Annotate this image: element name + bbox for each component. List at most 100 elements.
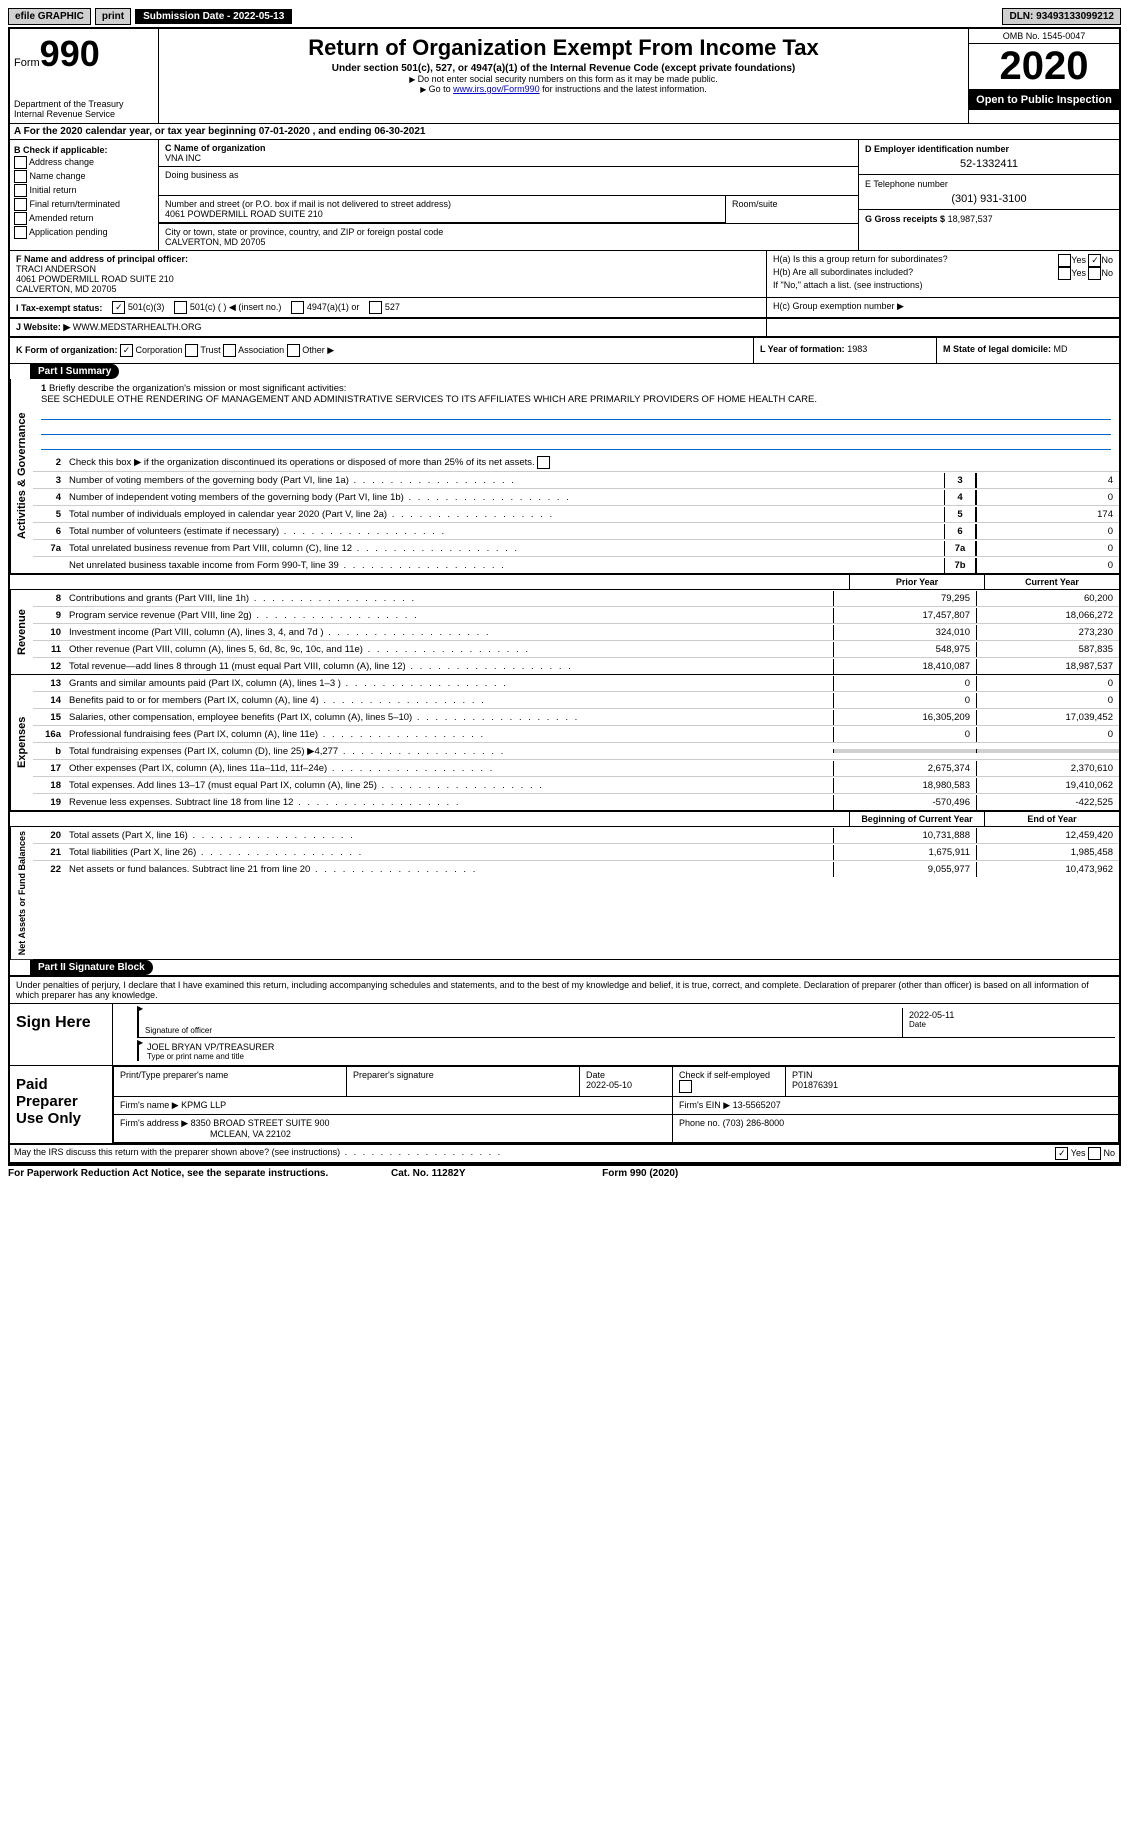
footer-mid: Cat. No. 11282Y [328,1168,528,1179]
prep-date-value: 2022-05-10 [586,1080,632,1090]
lbl-assoc: Association [238,345,284,355]
paid-preparer-label: Paid Preparer Use Only [10,1066,113,1143]
line-item: 8Contributions and grants (Part VIII, li… [33,590,1119,607]
cb-initial-return[interactable] [14,184,27,197]
part1-header-row: Part I Summary [10,364,1119,379]
prep-date-label: Date [586,1070,605,1080]
lbl-trust: Trust [200,345,220,355]
firm-phone-value: (703) 286-8000 [723,1118,785,1128]
form-header: Form990 Department of the Treasury Inter… [10,29,1119,124]
year-formation-label: L Year of formation: [760,344,845,354]
street-value: 4061 POWDERMILL ROAD SUITE 210 [165,209,719,219]
dept-treasury: Department of the Treasury [14,99,154,109]
line-item: 10Investment income (Part VIII, column (… [33,624,1119,641]
activities-label: Activities & Governance [10,379,33,573]
cb-4947[interactable] [291,301,304,314]
line-item: 19Revenue less expenses. Subtract line 1… [33,794,1119,810]
state-domicile-label: M State of legal domicile: [943,344,1051,354]
hb-label: H(b) Are all subordinates included? [773,267,913,280]
cb-discuss-no[interactable] [1088,1147,1101,1160]
mission-line [41,435,1111,450]
line-item: 13Grants and similar amounts paid (Part … [33,675,1119,692]
form-id-cell: Form990 Department of the Treasury Inter… [10,29,159,123]
sig-date-value: 2022-05-11 [909,1010,1109,1020]
cb-ha-no[interactable] [1088,254,1101,267]
row-ij: I Tax-exempt status: 501(c)(3) 501(c) ( … [10,298,1119,319]
officer-typed-name: JOEL BRYAN VP/TREASURER [147,1042,1115,1052]
firm-addr1: 8350 BROAD STREET SUITE 900 [191,1118,330,1128]
city-value: CALVERTON, MD 20705 [165,237,852,247]
part1-header: Part I Summary [30,364,119,379]
cb-discuss-yes[interactable] [1055,1147,1068,1160]
cb-trust[interactable] [185,344,198,357]
line-item: 12Total revenue—add lines 8 through 11 (… [33,658,1119,674]
section-bcd: B Check if applicable: Address change Na… [10,140,1119,251]
cb-501c[interactable] [174,301,187,314]
cb-final-return[interactable] [14,198,27,211]
beg-year-header: Beginning of Current Year [849,812,984,826]
omb-number: OMB No. 1545-0047 [969,29,1119,44]
line-item: 15Salaries, other compensation, employee… [33,709,1119,726]
firm-addr2: MCLEAN, VA 22102 [210,1129,291,1139]
cb-line2[interactable] [537,456,550,469]
cb-address-change[interactable] [14,156,27,169]
revenue-header: Prior Year Current Year [10,574,1119,590]
revenue-label: Revenue [10,590,33,674]
lbl-address-change: Address change [29,157,94,167]
cb-app-pending[interactable] [14,226,27,239]
lbl-other: Other ▶ [302,345,334,355]
footer-left: For Paperwork Reduction Act Notice, see … [8,1168,328,1179]
gross-receipts-value: 18,987,537 [948,214,993,224]
row-j: J Website: ▶ WWW.MEDSTARHEALTH.ORG [10,319,1119,338]
netassets-label: Net Assets or Fund Balances [10,827,33,959]
hb-note: If "No," attach a list. (see instruction… [773,280,1113,290]
cb-amended-return[interactable] [14,212,27,225]
part1-revenue: Revenue 8Contributions and grants (Part … [10,590,1119,675]
website-value: WWW.MEDSTARHEALTH.ORG [73,322,202,332]
lbl-501c: 501(c) ( ) ◀ (insert no.) [190,302,281,312]
line-item: bTotal fundraising expenses (Part IX, co… [33,743,1119,760]
end-year-header: End of Year [984,812,1119,826]
hc-label: H(c) Group exemption number ▶ [773,301,904,311]
irs-discuss-text: May the IRS discuss this return with the… [14,1147,340,1157]
prep-check-label: Check if self-employed [679,1070,770,1080]
officer-addr2: CALVERTON, MD 20705 [16,284,760,294]
cb-hb-yes[interactable] [1058,267,1071,280]
footer-right: Form 990 (2020) [528,1168,678,1179]
cb-501c3[interactable] [112,301,125,314]
cb-corp[interactable] [120,344,133,357]
form-prefix: Form [14,57,40,69]
gross-receipts-label: G Gross receipts $ [865,214,945,224]
lbl-527: 527 [385,302,400,312]
signature-section: Under penalties of perjury, I declare th… [10,975,1119,1162]
lbl-corp: Corporation [136,345,183,355]
dln-value: DLN: 93493133099212 [1002,8,1121,25]
lbl-initial-return: Initial return [30,185,77,195]
form-title-cell: Return of Organization Exempt From Incom… [159,29,968,123]
line-item: Net unrelated business taxable income fr… [33,557,1119,573]
section-c: C Name of organization VNA INC Doing bus… [159,140,858,250]
cb-ha-yes[interactable] [1058,254,1071,267]
prep-name-label: Print/Type preparer's name [114,1067,347,1097]
line-item: 16aProfessional fundraising fees (Part I… [33,726,1119,743]
cb-527[interactable] [369,301,382,314]
cb-self-employed[interactable] [679,1080,692,1093]
website-label: J Website: ▶ [16,322,70,332]
row-a-tax-year: A For the 2020 calendar year, or tax yea… [10,124,1119,140]
cb-name-change[interactable] [14,170,27,183]
part2-header: Part II Signature Block [30,960,153,975]
row-k: K Form of organization: Corporation Trus… [10,338,1119,364]
efile-button[interactable]: efile GRAPHIC [8,8,91,25]
cb-hb-no[interactable] [1088,267,1101,280]
cb-assoc[interactable] [223,344,236,357]
note2-prefix: Go to [420,84,453,94]
form-note-1: Do not enter social security numbers on … [163,74,964,84]
print-button[interactable]: print [95,8,131,25]
ein-value: 52-1332411 [865,158,1113,170]
firm-addr-label: Firm's address ▶ [120,1118,188,1128]
netassets-header: Beginning of Current Year End of Year [10,811,1119,827]
irs-link[interactable]: www.irs.gov/Form990 [453,84,540,94]
cb-other[interactable] [287,344,300,357]
dept-irs: Internal Revenue Service [14,109,154,119]
phone-label: E Telephone number [865,179,1113,189]
